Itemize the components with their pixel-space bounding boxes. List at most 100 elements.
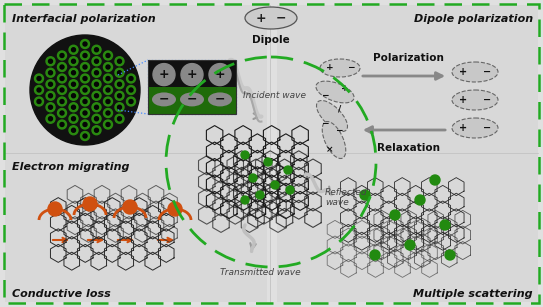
Text: /: / <box>338 104 341 113</box>
Circle shape <box>249 174 257 182</box>
Circle shape <box>92 80 101 89</box>
Text: −: − <box>483 123 491 133</box>
Circle shape <box>48 59 53 63</box>
Circle shape <box>60 53 64 57</box>
Circle shape <box>117 59 122 63</box>
Circle shape <box>241 151 249 159</box>
Text: −: − <box>334 126 342 135</box>
Text: Interfacial polarization: Interfacial polarization <box>12 14 156 24</box>
Circle shape <box>115 91 124 100</box>
Bar <box>148 60 236 87</box>
Circle shape <box>104 63 112 72</box>
Text: −: − <box>276 11 286 25</box>
Text: −: − <box>187 93 197 106</box>
Circle shape <box>104 108 112 118</box>
Circle shape <box>256 191 264 199</box>
Text: −: − <box>483 67 491 77</box>
Circle shape <box>92 126 101 135</box>
Circle shape <box>390 210 400 220</box>
Text: +: + <box>256 11 266 25</box>
Circle shape <box>83 76 87 80</box>
Text: −: − <box>159 93 169 106</box>
Circle shape <box>92 57 101 66</box>
Circle shape <box>106 111 110 115</box>
Circle shape <box>58 63 66 72</box>
Circle shape <box>415 195 425 205</box>
Circle shape <box>83 65 87 69</box>
Circle shape <box>92 103 101 112</box>
Circle shape <box>72 59 75 63</box>
Circle shape <box>92 45 101 54</box>
Circle shape <box>104 86 112 95</box>
Ellipse shape <box>452 62 498 82</box>
Bar <box>148 87 236 114</box>
Text: +: + <box>326 64 333 72</box>
Circle shape <box>264 158 272 166</box>
Text: −: − <box>321 119 329 128</box>
Circle shape <box>48 82 53 86</box>
Circle shape <box>60 111 64 115</box>
Ellipse shape <box>317 100 348 131</box>
Circle shape <box>80 131 90 141</box>
Circle shape <box>48 105 53 109</box>
Circle shape <box>117 82 122 86</box>
Text: Dipole: Dipole <box>252 35 290 45</box>
Circle shape <box>286 186 294 194</box>
Circle shape <box>35 86 43 95</box>
Circle shape <box>104 97 112 106</box>
Text: Transmitted wave: Transmitted wave <box>220 268 301 277</box>
Circle shape <box>80 51 90 60</box>
Circle shape <box>106 65 110 69</box>
Bar <box>277 5 538 153</box>
Circle shape <box>46 91 55 100</box>
Circle shape <box>80 74 90 83</box>
Circle shape <box>35 74 43 83</box>
Circle shape <box>115 57 124 66</box>
Text: +: + <box>459 123 467 133</box>
Circle shape <box>117 117 122 121</box>
Circle shape <box>46 114 55 123</box>
Circle shape <box>72 48 75 52</box>
Circle shape <box>69 45 78 54</box>
Ellipse shape <box>316 81 354 103</box>
Circle shape <box>80 86 90 95</box>
Text: +: + <box>341 84 349 93</box>
Bar <box>5 5 267 153</box>
Text: Polarization: Polarization <box>372 53 444 63</box>
Circle shape <box>370 250 380 260</box>
Text: +: + <box>159 68 169 81</box>
Circle shape <box>72 71 75 75</box>
Text: ×: × <box>326 145 333 154</box>
Text: +: + <box>214 68 225 81</box>
Circle shape <box>129 99 133 103</box>
Circle shape <box>72 105 75 109</box>
Circle shape <box>115 114 124 123</box>
Circle shape <box>83 122 87 126</box>
Circle shape <box>153 64 175 86</box>
Bar <box>277 154 538 302</box>
Circle shape <box>80 40 90 49</box>
Circle shape <box>83 111 87 115</box>
Circle shape <box>92 91 101 100</box>
Circle shape <box>106 53 110 57</box>
Ellipse shape <box>180 92 204 107</box>
Circle shape <box>37 88 41 92</box>
Circle shape <box>72 117 75 121</box>
Circle shape <box>58 74 66 83</box>
Ellipse shape <box>208 92 232 107</box>
Bar <box>5 154 267 302</box>
Text: −: − <box>346 64 354 72</box>
Circle shape <box>69 57 78 66</box>
Circle shape <box>60 122 64 126</box>
Circle shape <box>80 97 90 106</box>
Circle shape <box>80 120 90 129</box>
Circle shape <box>48 117 53 121</box>
Text: Dipole polarization: Dipole polarization <box>414 14 533 24</box>
Circle shape <box>46 68 55 77</box>
Text: −: − <box>321 91 329 100</box>
Text: +: + <box>187 68 197 81</box>
Circle shape <box>360 190 370 200</box>
Circle shape <box>35 97 43 106</box>
Text: +: + <box>459 67 467 77</box>
Circle shape <box>60 65 64 69</box>
